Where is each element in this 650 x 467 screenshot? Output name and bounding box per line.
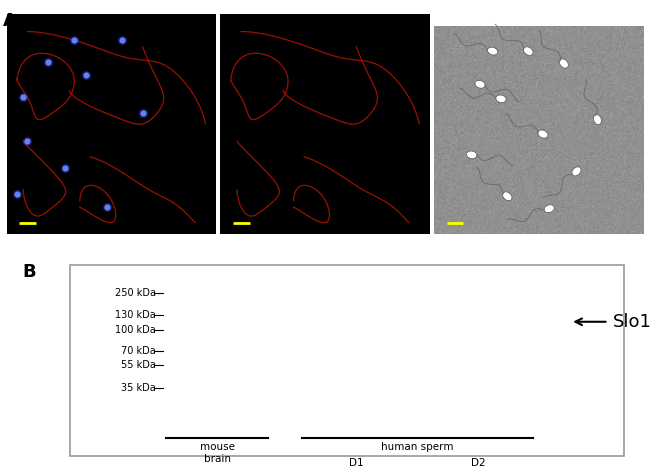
Text: 130 kDa: 130 kDa: [116, 310, 156, 320]
Text: 35 kDa: 35 kDa: [122, 383, 156, 393]
Text: Slo1: Slo1: [613, 313, 650, 331]
Ellipse shape: [593, 114, 601, 125]
Text: 100 kDa: 100 kDa: [116, 325, 156, 335]
Text: A: A: [3, 12, 17, 30]
Ellipse shape: [502, 192, 512, 201]
Ellipse shape: [544, 205, 554, 212]
Ellipse shape: [475, 80, 485, 88]
Ellipse shape: [467, 151, 477, 159]
Text: B: B: [22, 263, 36, 281]
Text: 70 kDa: 70 kDa: [122, 346, 156, 356]
Text: mouse
brain: mouse brain: [200, 442, 235, 464]
Ellipse shape: [488, 47, 498, 55]
Text: 250 kDa: 250 kDa: [115, 288, 156, 298]
Ellipse shape: [572, 167, 581, 176]
Text: human sperm: human sperm: [382, 442, 454, 452]
Ellipse shape: [560, 59, 568, 68]
Text: D2: D2: [471, 458, 486, 467]
Text: 55 kDa: 55 kDa: [122, 360, 156, 370]
Text: D1: D1: [349, 458, 364, 467]
Ellipse shape: [523, 47, 533, 56]
Ellipse shape: [538, 130, 548, 138]
Bar: [70, 265, 625, 456]
Ellipse shape: [496, 95, 506, 103]
